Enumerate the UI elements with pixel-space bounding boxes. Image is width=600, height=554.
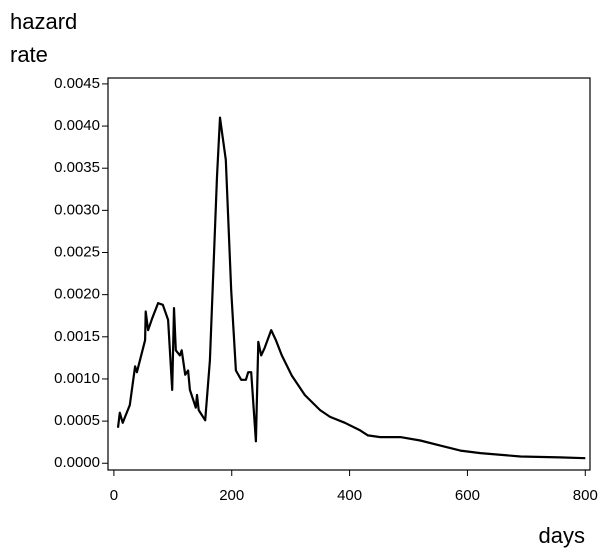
x-tick-label: 0: [110, 487, 118, 504]
y-tick-label: 0.0005: [54, 412, 100, 429]
y-axis-label: rate: [10, 42, 48, 67]
x-axis-label: days: [539, 523, 585, 548]
y-tick-label: 0.0010: [54, 370, 100, 387]
y-tick-label: 0.0045: [54, 75, 100, 92]
y-tick-label: 0.0025: [54, 243, 100, 260]
x-tick-label: 600: [455, 487, 480, 504]
y-tick-label: 0.0015: [54, 328, 100, 345]
x-tick-label: 200: [219, 487, 244, 504]
y-tick-label: 0.0020: [54, 286, 100, 303]
hazard-line: [116, 116, 586, 460]
y-axis-label: hazard: [10, 9, 77, 34]
y-tick-label: 0.0035: [54, 159, 100, 176]
y-tick-label: 0.0000: [54, 454, 100, 471]
y-tick-label: 0.0040: [54, 117, 100, 134]
plot-frame: [107, 77, 591, 471]
y-tick-label: 0.0030: [54, 201, 100, 218]
x-tick-label: 400: [337, 487, 362, 504]
x-tick-label: 800: [573, 487, 598, 504]
